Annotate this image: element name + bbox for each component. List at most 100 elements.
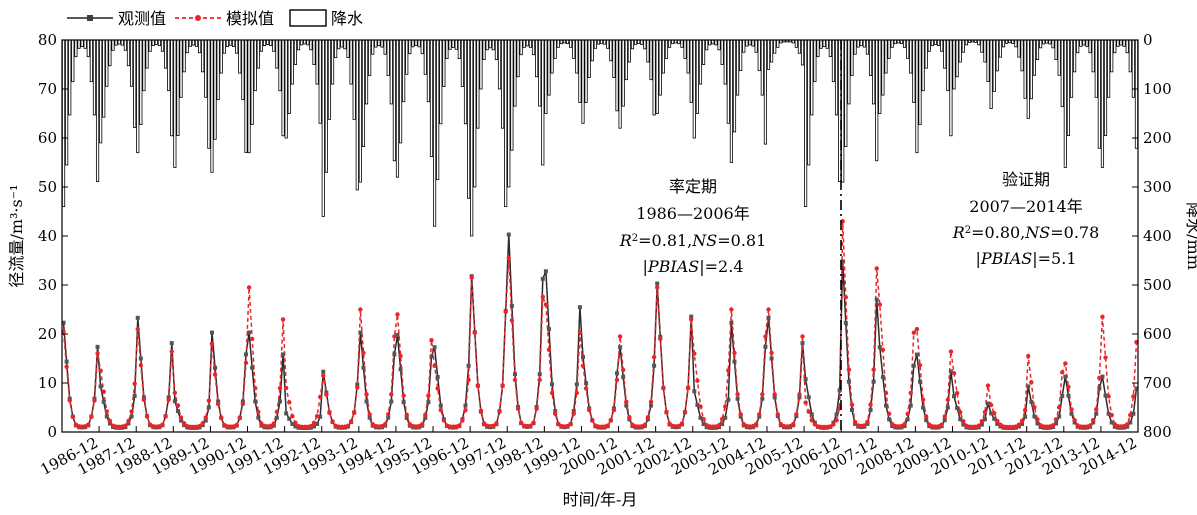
precip-bar [420, 39, 424, 55]
observed-point [849, 407, 854, 412]
observed-point [1029, 399, 1034, 404]
observed-point [1128, 420, 1133, 425]
simulated-point [253, 385, 258, 391]
simulated-point [339, 424, 345, 430]
observed-point [955, 405, 960, 410]
simulated-point [308, 423, 314, 429]
observed-point [1054, 421, 1059, 426]
precip-bar [306, 39, 310, 46]
simulated-point [658, 336, 663, 342]
precip-bar [909, 39, 913, 74]
precip-bar [346, 39, 350, 59]
observed-point [209, 330, 214, 335]
precip-bar [745, 39, 749, 47]
precip-bar [766, 39, 771, 70]
observed-point [806, 395, 811, 400]
observed-point [961, 422, 966, 427]
precip-bar [485, 39, 489, 51]
precip-bar [368, 39, 372, 76]
precip-bar [1116, 39, 1120, 47]
precip-bar [918, 39, 922, 125]
right-tick-label: 600 [1143, 325, 1172, 343]
observed-point [732, 359, 737, 364]
simulated-point [970, 424, 975, 429]
observed-point [655, 281, 660, 286]
simulated-point [1109, 412, 1114, 418]
observed-point [253, 399, 258, 404]
precip-bar [105, 39, 109, 87]
observed-point [914, 352, 919, 357]
validation-r2-sup: 2 [965, 225, 971, 236]
precip-bar [136, 39, 140, 154]
observed-point [240, 399, 245, 404]
precip-bar [943, 39, 947, 69]
simulated-point [723, 404, 728, 409]
observed-point [512, 372, 517, 377]
simulated-point [531, 420, 536, 426]
precip-bar [875, 39, 879, 162]
observed-point [1066, 393, 1071, 398]
simulated-point [215, 401, 221, 407]
precip-bar [655, 39, 659, 114]
observed-point [757, 414, 762, 419]
precip-bar [686, 39, 690, 74]
simulated-point [432, 363, 437, 369]
observed-point [729, 320, 734, 325]
simulated-point [642, 422, 648, 428]
precip-bar [927, 39, 931, 52]
precip-bar [148, 39, 152, 52]
observed-point [401, 400, 406, 405]
simulated-point [948, 349, 954, 354]
precip-bar [281, 39, 285, 137]
simulated-point [314, 413, 320, 419]
observed-point [216, 399, 221, 404]
simulated-point [596, 424, 601, 429]
validation-annotation: 验证期 2007—2014年 R2=0.80,NS=0.78 |PBIAS|=5… [952, 170, 1100, 268]
simulated-point [70, 414, 76, 419]
simulated-point [917, 363, 923, 368]
observed-point [509, 303, 514, 308]
simulated-point [243, 360, 249, 366]
simulated-point [234, 422, 239, 428]
precip-bar [275, 39, 279, 69]
precip-bar [596, 39, 601, 45]
precip-bar [859, 39, 863, 47]
observed-point [438, 403, 443, 408]
simulated-point [716, 423, 722, 428]
precip-bar [717, 39, 721, 51]
precip-bar [210, 39, 214, 173]
simulated-point [237, 415, 242, 421]
precip-bar [219, 39, 223, 74]
simulated-point [655, 285, 660, 290]
simulated-point [908, 390, 913, 396]
observed-point [945, 405, 950, 410]
simulated-point [667, 421, 672, 426]
calibration-pbias: |PBIAS|=2.4 [643, 257, 744, 276]
simulated-point [685, 385, 691, 391]
simulated-point [457, 423, 462, 428]
simulated-point [327, 410, 332, 415]
legend-simulated-label: 模拟值 [226, 9, 274, 28]
right-axis-title: 降水/mm [1184, 202, 1197, 270]
observed-point [982, 417, 987, 422]
simulated-point [803, 400, 808, 405]
simulated-point [1022, 407, 1028, 413]
left-tick-label: 70 [38, 80, 57, 98]
simulated-point [889, 421, 895, 427]
observed-point [367, 415, 372, 420]
simulated-point [552, 411, 558, 416]
observed-point [760, 396, 765, 401]
precip-bar [612, 39, 616, 78]
simulated-point [1026, 353, 1031, 359]
simulated-point [571, 411, 576, 416]
simulated-point [954, 390, 960, 396]
legend-observed-marker [87, 15, 93, 21]
observed-point [738, 414, 743, 419]
observed-point [546, 327, 551, 332]
simulated-point [543, 302, 549, 307]
simulated-point [259, 421, 264, 426]
observed-point [389, 399, 394, 404]
precip-bar [318, 39, 322, 124]
precip-bar [99, 39, 103, 144]
observed-point [846, 379, 851, 384]
